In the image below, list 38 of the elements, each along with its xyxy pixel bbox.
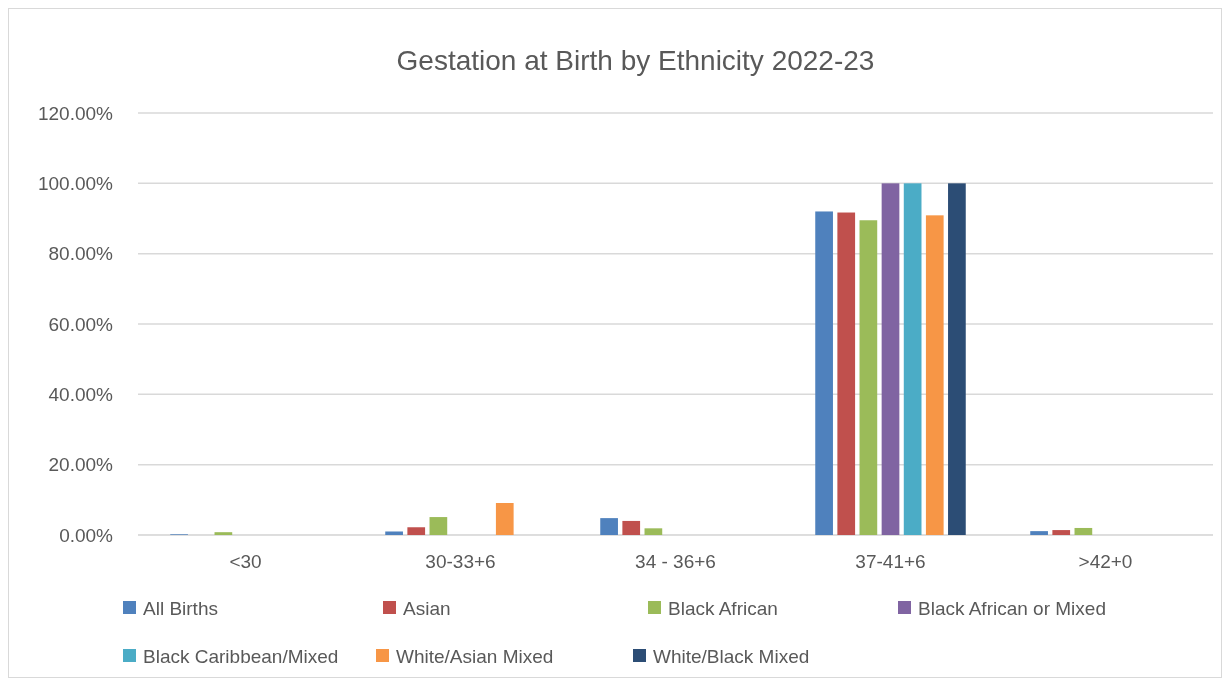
bar bbox=[385, 531, 403, 535]
bar bbox=[622, 520, 641, 535]
y-tick-label: 80.00% bbox=[48, 243, 114, 265]
bar bbox=[925, 215, 944, 535]
x-tick-label: >42+0 bbox=[1078, 551, 1133, 572]
legend-label: Black African or Mixed bbox=[918, 597, 1106, 619]
legend-label: Asian bbox=[403, 597, 451, 619]
bar bbox=[815, 211, 833, 535]
x-tick-label: 37-41+6 bbox=[855, 551, 926, 572]
y-tick-label: 20.00% bbox=[48, 454, 114, 476]
y-tick-label: 40.00% bbox=[48, 383, 114, 405]
bar bbox=[859, 220, 878, 535]
bar bbox=[1052, 530, 1071, 535]
bar bbox=[948, 183, 966, 535]
bar bbox=[407, 527, 426, 535]
x-tick-label: 34 - 36+6 bbox=[635, 551, 716, 572]
bar bbox=[214, 532, 233, 535]
legend-label: Black African bbox=[668, 597, 778, 619]
bar bbox=[495, 503, 514, 535]
bar bbox=[600, 518, 618, 535]
y-tick-label: 0.00% bbox=[59, 524, 114, 546]
legend-label: White/Black Mixed bbox=[653, 645, 810, 667]
bar bbox=[1074, 527, 1093, 535]
legend-label: White/Asian Mixed bbox=[396, 645, 554, 667]
y-tick-label: 100.00% bbox=[37, 172, 114, 194]
bar bbox=[837, 212, 856, 535]
legend-label: Black Caribbean/Mixed bbox=[143, 645, 339, 667]
bar bbox=[881, 183, 900, 535]
y-tick-label: 120.00% bbox=[37, 102, 114, 124]
chart-title: Gestation at Birth by Ethnicity 2022-23 bbox=[396, 45, 875, 76]
legend-label: All Births bbox=[143, 597, 218, 619]
x-tick-label: <30 bbox=[229, 551, 262, 572]
bar bbox=[429, 517, 448, 535]
bar bbox=[644, 528, 663, 535]
bar bbox=[903, 183, 922, 535]
x-tick-label: 30-33+6 bbox=[425, 551, 496, 572]
bar bbox=[1030, 531, 1048, 535]
y-tick-label: 60.00% bbox=[48, 313, 114, 335]
